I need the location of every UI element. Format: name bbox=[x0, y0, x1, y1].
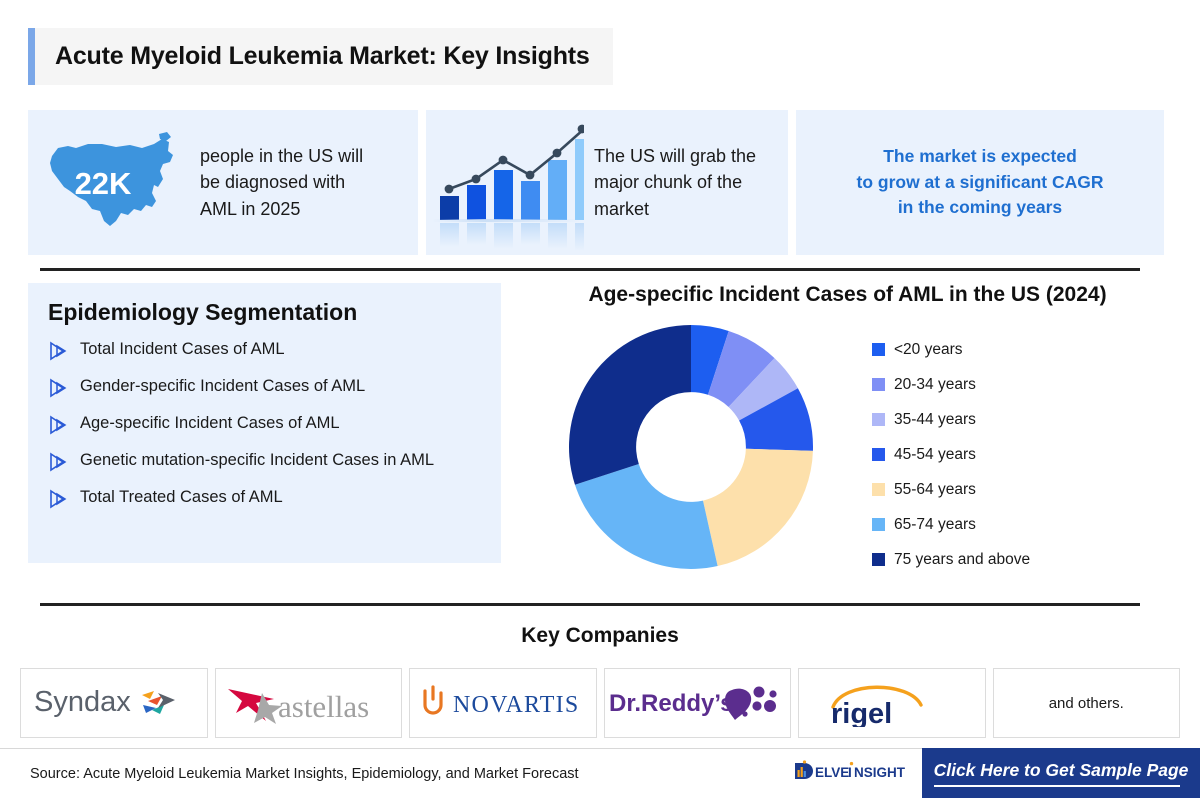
header-accent-bar bbox=[28, 28, 35, 85]
company-logo-others: and others. bbox=[992, 668, 1180, 738]
donut-slice bbox=[574, 463, 718, 569]
insight-card-diagnosed-text: people in the US will be diagnosed with … bbox=[190, 143, 363, 223]
insight-card-cagr: The market is expected to grow at a sign… bbox=[796, 110, 1164, 255]
get-sample-page-button[interactable]: Click Here to Get Sample Page bbox=[922, 748, 1200, 798]
company-logo-others-label: and others. bbox=[1048, 694, 1124, 712]
card-line: major chunk of the bbox=[594, 172, 743, 193]
legend-label: <20 years bbox=[894, 340, 963, 358]
donut-slice bbox=[739, 388, 813, 451]
legend-label: 45-54 years bbox=[894, 445, 976, 463]
double-chevron-icon bbox=[48, 415, 72, 435]
legend-swatch bbox=[872, 553, 885, 566]
card-line: to grow at a significant CAGR bbox=[856, 171, 1104, 192]
double-chevron-icon bbox=[48, 378, 72, 398]
legend-swatch bbox=[872, 483, 885, 496]
page-title: Acute Myeloid Leukemia Market: Key Insig… bbox=[55, 42, 590, 70]
list-item-label: Total Treated Cases of AML bbox=[80, 488, 283, 506]
legend-item: 65-74 years bbox=[872, 507, 1162, 542]
epidemiology-segmentation-panel: Epidemiology Segmentation Total Incident… bbox=[28, 283, 501, 563]
page-footer: Source: Acute Myeloid Leukemia Market In… bbox=[0, 748, 1200, 798]
company-logo-syndax[interactable]: Syndax bbox=[20, 668, 208, 738]
svg-text:NOVARTIS: NOVARTIS bbox=[453, 692, 579, 718]
double-chevron-icon bbox=[48, 341, 72, 361]
company-logo-novartis[interactable]: NOVARTIS bbox=[409, 668, 597, 738]
age-distribution-donut-chart bbox=[565, 322, 825, 572]
company-logo-dr-reddys[interactable]: Dr.Reddy’s bbox=[603, 668, 791, 738]
delveinsight-logo[interactable]: ELVE I NSIGHT bbox=[793, 758, 911, 784]
svg-text:Syndax: Syndax bbox=[34, 686, 131, 718]
card-line: in the coming years bbox=[897, 197, 1063, 218]
donut-slice bbox=[728, 358, 798, 421]
legend-swatch bbox=[872, 518, 885, 531]
legend-swatch bbox=[872, 378, 885, 391]
legend-swatch bbox=[872, 343, 885, 356]
page-header: Acute Myeloid Leukemia Market: Key Insig… bbox=[28, 28, 613, 85]
donut-slice bbox=[707, 330, 775, 407]
key-insight-cards: 22K people in the US will be diagnosed w… bbox=[28, 110, 1172, 255]
svg-text:I: I bbox=[848, 765, 852, 780]
legend-label: 55-64 years bbox=[894, 480, 976, 498]
insight-card-market-share: The US will grab the major chunk of the … bbox=[426, 110, 788, 255]
legend-label: 35-44 years bbox=[894, 410, 976, 428]
donut-slice bbox=[702, 448, 813, 567]
legend-item: 20-34 years bbox=[872, 367, 1162, 402]
svg-text:ELVE: ELVE bbox=[815, 765, 849, 780]
company-logo-astellas[interactable]: astellas bbox=[214, 668, 402, 738]
insight-card-cagr-text: The market is expected to grow at a sign… bbox=[857, 144, 1104, 222]
list-item-label: Genetic mutation-specific Incident Cases… bbox=[80, 451, 435, 469]
donut-slice bbox=[691, 325, 729, 395]
card-line: AML in 2025 bbox=[200, 198, 301, 219]
legend-label: 65-74 years bbox=[894, 515, 976, 533]
legend-item: 35-44 years bbox=[872, 402, 1162, 437]
list-item: Genetic mutation-specific Incident Cases… bbox=[48, 451, 483, 472]
list-item: Gender-specific Incident Cases of AML bbox=[48, 377, 483, 398]
cta-underline bbox=[933, 784, 1180, 787]
svg-text:NSIGHT: NSIGHT bbox=[854, 765, 906, 780]
list-item-label: Total Incident Cases of AML bbox=[80, 340, 285, 358]
growth-bar-chart-icon bbox=[432, 113, 584, 253]
section-divider-bottom bbox=[40, 603, 1140, 606]
list-item-label: Age-specific Incident Cases of AML bbox=[80, 414, 340, 432]
chart-legend: <20 years 20-34 years 35-44 years 45-54 yea… bbox=[872, 332, 1162, 577]
epidemiology-title: Epidemiology Segmentation bbox=[48, 299, 358, 325]
donut-slice bbox=[569, 325, 691, 485]
legend-item: 75 years and above bbox=[872, 542, 1162, 577]
get-sample-page-label: Click Here to Get Sample Page bbox=[933, 759, 1189, 780]
card-line: be diagnosed with bbox=[200, 172, 346, 193]
svg-text:rigel: rigel bbox=[831, 698, 892, 727]
list-item: Age-specific Incident Cases of AML bbox=[48, 414, 483, 435]
company-logo-rigel[interactable]: rigel bbox=[798, 668, 986, 738]
section-divider-top bbox=[40, 268, 1140, 271]
svg-text:Dr.Reddy’s: Dr.Reddy’s bbox=[609, 690, 734, 717]
card-line: The market is expected bbox=[883, 145, 1077, 166]
card-line: The US will grab the bbox=[594, 145, 757, 166]
double-chevron-icon bbox=[48, 489, 72, 509]
insight-card-market-share-text: The US will grab the major chunk of the … bbox=[584, 143, 756, 223]
legend-label: 75 years and above bbox=[894, 550, 1031, 568]
svg-text:astellas: astellas bbox=[278, 689, 369, 724]
list-item: Total Treated Cases of AML bbox=[48, 488, 483, 509]
source-text: Source: Acute Myeloid Leukemia Market In… bbox=[30, 765, 579, 782]
legend-swatch bbox=[872, 413, 885, 426]
key-companies-title: Key Companies bbox=[521, 624, 679, 647]
legend-swatch bbox=[872, 448, 885, 461]
list-item-label: Gender-specific Incident Cases of AML bbox=[80, 377, 366, 395]
legend-item: <20 years bbox=[872, 332, 1162, 367]
company-logo-row: Syndax astellas bbox=[20, 668, 1180, 738]
us-map-icon: 22K bbox=[42, 131, 190, 235]
double-chevron-icon bbox=[48, 452, 72, 472]
legend-item: 45-54 years bbox=[872, 437, 1162, 472]
card-line: market bbox=[594, 198, 650, 219]
diagnosed-count: 22K bbox=[74, 165, 132, 201]
insight-card-diagnosed: 22K people in the US will be diagnosed w… bbox=[28, 110, 418, 255]
list-item: Total Incident Cases of AML bbox=[48, 340, 483, 361]
legend-item: 55-64 years bbox=[872, 472, 1162, 507]
chart-title: Age-specific Incident Cases of AML in th… bbox=[588, 283, 1107, 306]
legend-label: 20-34 years bbox=[894, 375, 976, 393]
card-line: people in the US will bbox=[200, 145, 364, 166]
